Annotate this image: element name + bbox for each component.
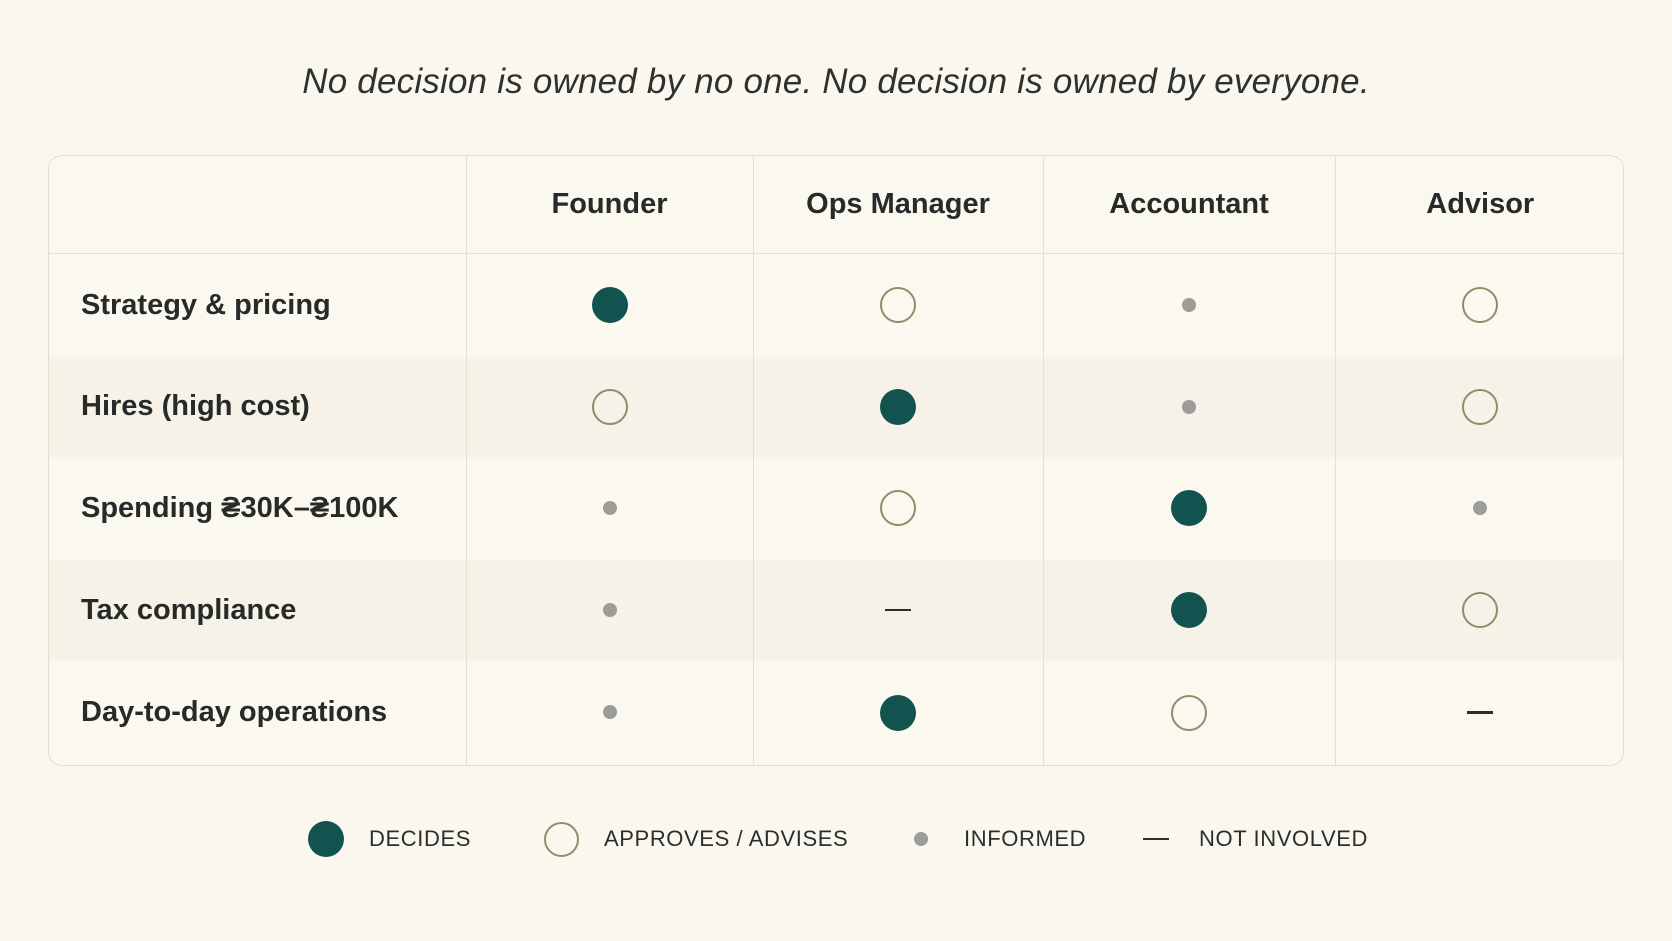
legend-item-decides: DECIDES [307, 818, 471, 860]
row-label: Strategy & pricing [49, 253, 467, 357]
matrix-cell [753, 356, 1044, 458]
decides-icon [591, 287, 628, 324]
approves-icon [1462, 287, 1499, 324]
matrix-cell [1043, 660, 1336, 765]
decides-icon [308, 821, 344, 857]
approves-icon [543, 821, 579, 857]
column-header-ops-manager: Ops Manager [753, 156, 1044, 254]
matrix-cell [753, 253, 1044, 357]
legend-label-not-involved: NOT INVOLVED [1199, 826, 1368, 851]
matrix-cell [1043, 457, 1336, 560]
column-header-founder: Founder [466, 156, 754, 254]
informed-icon [602, 602, 617, 617]
row-label: Hires (high cost) [49, 356, 467, 458]
approves-icon [1171, 694, 1207, 731]
matrix-cell [1335, 253, 1623, 357]
decides-icon [880, 694, 916, 731]
approves-icon [880, 490, 916, 527]
matrix-cell [1043, 559, 1336, 661]
matrix-cell [1335, 560, 1623, 661]
decision-matrix: Founder Ops Manager Accountant Advisor S… [48, 155, 1624, 766]
legend-item-not-involved: NOT INVOLVED [1137, 818, 1368, 860]
legend-label-decides: DECIDES [369, 826, 471, 851]
column-header-accountant: Accountant [1043, 156, 1336, 254]
informed-icon [1182, 297, 1196, 312]
table-row: Strategy & pricing [49, 253, 1623, 357]
informed-icon [914, 832, 928, 846]
informed-icon [602, 501, 617, 516]
matrix-cell [466, 660, 754, 765]
matrix-cell [1335, 457, 1623, 560]
approves-icon [591, 388, 628, 425]
decides-icon [1171, 592, 1207, 629]
legend-item-approves: APPROVES / ADVISES [542, 818, 848, 860]
not-involved-icon [1467, 711, 1494, 714]
matrix-cell [1043, 356, 1336, 458]
table-row: Day-to-day operations [49, 660, 1623, 765]
matrix-cell [466, 559, 754, 661]
header-corner [49, 156, 467, 254]
matrix-cell [1043, 253, 1336, 357]
informed-icon [1473, 501, 1488, 516]
decides-icon [880, 388, 916, 425]
matrix-cell [466, 356, 754, 458]
matrix-cell [466, 457, 754, 560]
column-header-advisor: Advisor [1335, 156, 1623, 254]
matrix-cell [753, 559, 1044, 661]
tagline: No decision is owned by no one. No decis… [302, 62, 1370, 101]
matrix-cell [1335, 660, 1623, 765]
approves-icon [1462, 388, 1499, 425]
approves-icon [1462, 592, 1499, 629]
informed-icon [602, 705, 617, 720]
row-label: Day-to-day operations [49, 660, 467, 765]
legend: DECIDES APPROVES / ADVISES INFORMED NOT … [0, 818, 1672, 860]
legend-item-informed: INFORMED [902, 818, 1086, 860]
legend-label-approves: APPROVES / ADVISES [604, 826, 849, 851]
matrix-cell [1335, 357, 1623, 458]
matrix-cell [466, 253, 754, 357]
row-label: Spending ₴30K–₴100K [49, 457, 467, 560]
legend-label-informed: INFORMED [964, 826, 1087, 851]
matrix-cell [753, 457, 1044, 560]
table-row: Hires (high cost) [49, 356, 1623, 458]
decides-icon [1171, 490, 1207, 527]
matrix-cell [753, 660, 1044, 765]
decision-table: Founder Ops Manager Accountant Advisor S… [49, 156, 1623, 765]
header-row: Founder Ops Manager Accountant Advisor [49, 156, 1623, 254]
table-row: Spending ₴30K–₴100K [49, 457, 1623, 560]
table-row: Tax compliance [49, 559, 1623, 661]
not-involved-icon [885, 608, 911, 612]
approves-icon [880, 287, 916, 324]
not-involved-icon [1143, 837, 1169, 841]
row-label: Tax compliance [49, 559, 467, 661]
informed-icon [1182, 399, 1196, 414]
